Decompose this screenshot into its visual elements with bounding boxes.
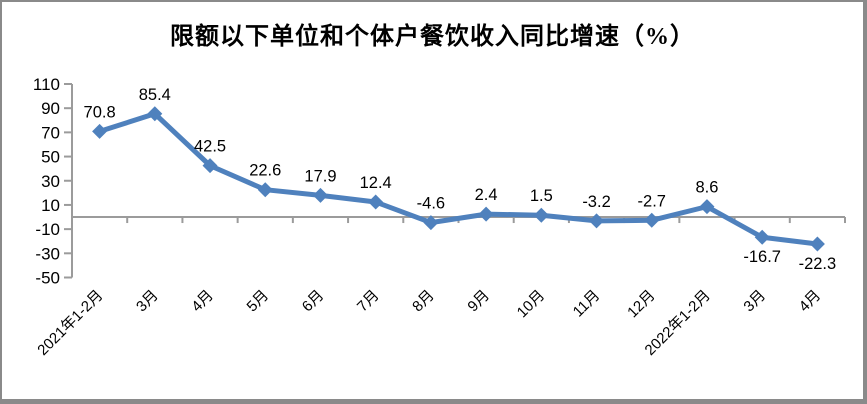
y-tick-label: -30 [35,244,60,263]
chart-title: 限额以下单位和个体户餐饮收入同比增速（%） [170,24,695,50]
data-label: 12.4 [360,174,392,192]
data-label: 17.9 [304,167,336,185]
data-point-marker [644,212,660,228]
x-tick-label: 4月 [796,287,825,316]
data-point-marker [809,236,825,252]
data-point-marker [533,207,549,223]
data-point-marker [202,158,218,174]
x-tick-label: 10月 [514,287,548,321]
data-label: -3.2 [582,193,610,211]
data-point-marker [92,123,108,139]
y-tick-label: -10 [35,220,60,239]
data-point-marker [368,194,384,210]
data-point-marker [589,213,605,229]
data-label: 85.4 [139,86,171,104]
data-label: 2.4 [475,186,498,204]
data-label: -16.7 [743,248,781,266]
x-tick-label: 3月 [740,287,769,316]
data-label: -22.3 [799,255,837,273]
y-tick-label: 90 [41,99,60,118]
data-label: 8.6 [695,179,718,197]
y-tick-label: 50 [41,148,60,167]
data-label: 1.5 [530,187,553,205]
y-tick-label: 10 [41,196,60,215]
data-point-marker [312,187,328,203]
x-tick-label: 3月 [133,287,162,316]
data-label: -2.7 [638,192,666,210]
x-tick-label: 9月 [464,287,493,316]
x-tick-label: 12月 [624,287,658,321]
series-line [97,111,820,247]
y-tick-label: -50 [35,269,60,288]
data-label: -4.6 [417,195,445,213]
x-tick-label: 5月 [244,287,273,316]
data-label: 42.5 [194,138,226,156]
data-point-marker [754,229,770,245]
data-point-marker [147,106,163,122]
y-tick-label: 70 [41,123,60,142]
data-label: 70.8 [84,103,116,121]
data-point-marker [699,199,715,215]
x-tick-label: 8月 [409,287,438,316]
data-label: 22.6 [249,162,281,180]
x-tick-label: 11月 [570,287,604,321]
data-point-marker [257,182,273,198]
x-tick-label: 2021年1-2月 [34,287,106,359]
y-tick-label: 30 [41,172,60,191]
data-point-marker [423,215,439,231]
y-tick-label: 110 [33,75,60,94]
data-point-marker [478,206,494,222]
x-tick-label: 6月 [299,287,328,316]
x-tick-label: 4月 [188,287,217,316]
x-tick-label: 7月 [354,287,383,316]
